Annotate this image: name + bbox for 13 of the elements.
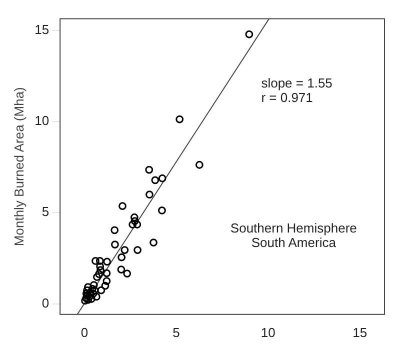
x-tick-label: 15 [352,324,368,340]
annotation: r = 0.971 [261,90,313,106]
y-axis-title: Monthly Burned Area (Mha) [11,87,26,246]
x-tick-label: 0 [80,324,88,340]
annotation: slope = 1.55 [261,75,332,90]
x-tick-label: 10 [260,324,276,340]
annotation: Southern Hemisphere [230,220,357,236]
annotation: South America [251,235,337,250]
x-tick-label: 5 [172,324,180,340]
y-tick-label: 15 [34,22,50,37]
y-tick-label: 5 [42,204,50,220]
y-tick-label: 10 [34,113,50,128]
y-tick-label: 0 [42,295,50,310]
